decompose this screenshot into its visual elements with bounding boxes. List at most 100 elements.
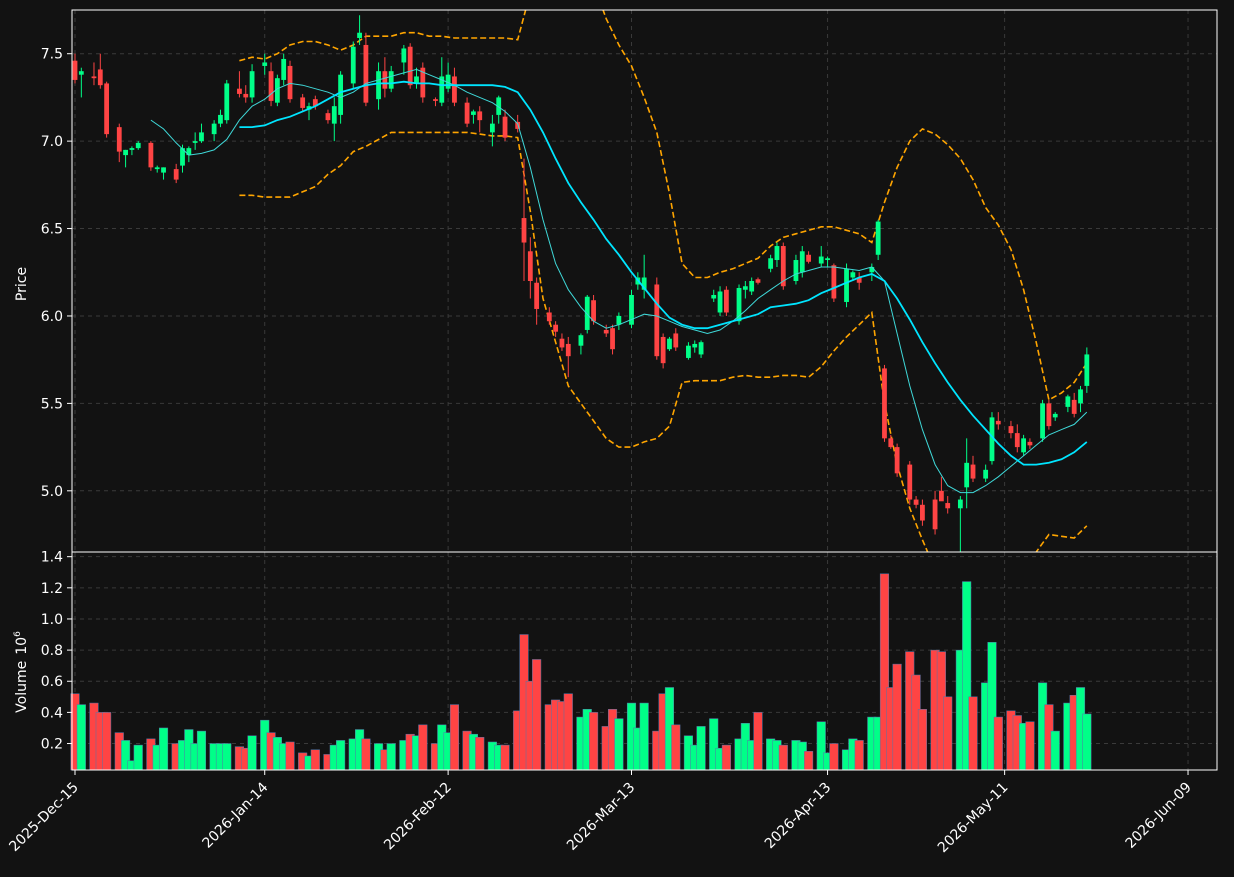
candle-down xyxy=(521,218,527,243)
volume-tick-label: 0.4 xyxy=(41,705,63,721)
candle-up xyxy=(376,71,381,100)
candle-down xyxy=(806,254,811,262)
moving-averages xyxy=(150,68,1088,494)
candle-down xyxy=(1046,403,1052,427)
candle-down xyxy=(1071,399,1077,414)
upper-band-line xyxy=(239,10,1088,402)
candle-up xyxy=(983,469,989,479)
candle-up xyxy=(331,106,337,124)
candle-down xyxy=(553,324,559,332)
candle-up xyxy=(445,74,451,89)
candle-down xyxy=(894,447,900,474)
volume-bar-up xyxy=(614,718,624,771)
candle-up xyxy=(749,281,755,292)
volume-bar-down xyxy=(829,743,839,771)
volume-tick-label: 1.2 xyxy=(41,581,63,597)
volume-bar-down xyxy=(804,751,814,771)
volume-bar-down xyxy=(917,709,927,771)
volume-bar-down xyxy=(102,712,112,771)
volume-bar-down xyxy=(671,724,681,771)
candle-up xyxy=(692,343,698,348)
candle-up xyxy=(818,256,824,264)
volume-bar-up xyxy=(1050,730,1060,771)
candle-down xyxy=(938,490,944,502)
candle-up xyxy=(388,71,394,89)
volume-bar-down xyxy=(968,696,978,771)
candle-up xyxy=(274,78,280,103)
volume-axis-exponent: 6 xyxy=(13,631,23,637)
candle-up xyxy=(989,417,995,462)
candle-down xyxy=(237,88,242,94)
volume-panel-frame xyxy=(71,551,1218,771)
candle-up xyxy=(135,142,141,149)
price-tick-label: 5.0 xyxy=(41,484,63,500)
candle-down xyxy=(932,499,938,530)
volume-bar-up xyxy=(247,735,257,771)
candle-up xyxy=(1040,403,1045,439)
candle-down xyxy=(312,99,318,107)
candle-up xyxy=(180,148,185,166)
volume-bar-down xyxy=(854,740,864,771)
candle-up xyxy=(161,167,166,173)
candle-down xyxy=(610,328,615,350)
price-tick-label: 6.5 xyxy=(41,222,63,238)
volume-bar-down xyxy=(943,696,953,771)
candle-up xyxy=(192,141,198,143)
candle-up xyxy=(218,114,223,124)
candle-up xyxy=(698,342,704,355)
candle-down xyxy=(723,289,729,313)
volume-bar-down xyxy=(500,744,510,771)
volume-axis-multiplier: 10 xyxy=(14,637,30,655)
candle-up xyxy=(629,294,634,325)
candle-down xyxy=(882,368,887,439)
candle-up xyxy=(357,32,362,38)
price-tick-label: 7.0 xyxy=(41,134,63,150)
candle-up xyxy=(78,71,84,75)
volume-bar-down xyxy=(563,693,573,771)
candle-up xyxy=(964,462,970,488)
candle-up xyxy=(186,148,192,156)
candle-down xyxy=(913,499,919,505)
candle-down xyxy=(464,102,470,124)
candle-down xyxy=(300,97,306,108)
volume-axis-label-text: Volume xyxy=(14,661,30,713)
candle-down xyxy=(565,343,571,357)
candle-down xyxy=(433,99,438,101)
candle-down xyxy=(888,438,894,448)
bollinger-bands xyxy=(239,10,1088,552)
candle-up xyxy=(774,246,780,261)
candle-up xyxy=(875,221,881,255)
candle-down xyxy=(1014,433,1020,448)
volume-bar-down xyxy=(449,704,459,771)
price-tick-label: 5.5 xyxy=(41,396,63,412)
candle-down xyxy=(831,265,837,299)
volume-tick-label: 0.8 xyxy=(41,643,63,659)
candle-up xyxy=(717,291,723,313)
candle-up xyxy=(711,294,717,299)
candle-down xyxy=(148,142,154,168)
candle-up xyxy=(584,296,590,330)
candle-up xyxy=(793,260,799,281)
volume-tick-label: 0.6 xyxy=(41,674,63,690)
candle-down xyxy=(287,65,293,100)
candle-down xyxy=(527,251,533,281)
price-grid xyxy=(72,10,1217,552)
candle-up xyxy=(199,132,204,142)
candle-down xyxy=(72,60,78,80)
volume-bar-down xyxy=(310,749,320,771)
candle-down xyxy=(452,76,457,103)
volume-bar-down xyxy=(993,716,1003,771)
volume-bar-up xyxy=(639,702,649,771)
candle-up xyxy=(350,46,356,84)
candle-up xyxy=(249,71,255,98)
candle-up xyxy=(844,268,849,302)
volume-bar-up xyxy=(386,743,396,771)
volume-bar-down xyxy=(778,744,788,771)
candle-up xyxy=(736,287,742,322)
candle-up xyxy=(578,335,584,346)
candle-up xyxy=(742,286,748,290)
volume-bar-up xyxy=(76,704,86,771)
volume-bar-down xyxy=(285,741,295,771)
candle-up xyxy=(768,258,774,269)
